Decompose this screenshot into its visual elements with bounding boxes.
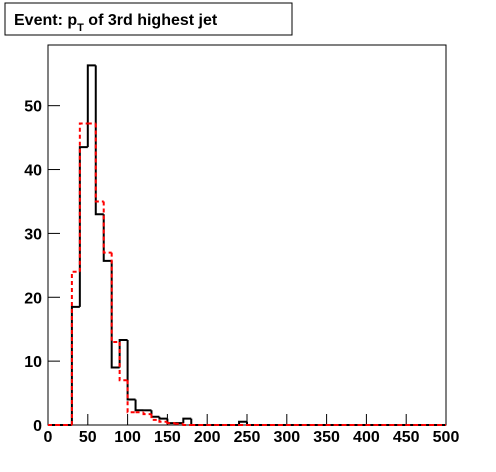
x-tick-label: 150	[154, 429, 181, 446]
histogram-bin	[70, 305, 80, 425]
y-tick-label: 50	[24, 99, 42, 116]
x-tick-label: 300	[273, 429, 300, 446]
histogram-bin	[142, 412, 152, 416]
plot-frame	[47, 44, 447, 426]
x-tick-label: 50	[79, 429, 97, 446]
title-box	[4, 2, 293, 36]
histogram-bin	[94, 65, 104, 216]
x-tick-label: 100	[114, 429, 141, 446]
histogram-bin	[238, 420, 247, 425]
histogram-bin	[118, 339, 128, 368]
histogram-bin	[78, 146, 88, 307]
histogram-bin	[110, 252, 120, 343]
y-tick-label: 40	[24, 163, 42, 180]
histogram-bin	[110, 260, 120, 369]
y-tick-label: 30	[24, 226, 42, 243]
histogram-bin	[126, 340, 136, 401]
histogram-bin	[70, 270, 80, 425]
chart-title: Event: pT of 3rd highest jet	[14, 12, 218, 34]
histogram-bin	[134, 399, 144, 412]
histogram-bin	[102, 214, 112, 262]
x-tick-label: 200	[194, 429, 221, 446]
x-tick-label: 350	[313, 429, 340, 446]
x-tick-label: 400	[353, 429, 380, 446]
histogram-bin	[150, 410, 160, 418]
histogram-bin	[126, 380, 136, 414]
histogram-bin	[102, 201, 112, 254]
histogram-bin	[174, 422, 184, 425]
x-tick-label: 250	[234, 429, 261, 446]
histogram-bin	[182, 417, 192, 424]
y-tick-label: 0	[33, 418, 42, 435]
histogram-bin	[118, 341, 128, 382]
histogram-bin	[78, 122, 88, 272]
histogram-bin	[166, 421, 176, 425]
x-tick-label: 500	[433, 429, 460, 446]
x-tick-label: 450	[393, 429, 420, 446]
histogram-bin	[158, 419, 168, 423]
y-tick-label: 10	[24, 354, 42, 371]
title-subscript: T	[77, 22, 84, 34]
x-tick-label: 0	[44, 429, 53, 446]
histogram-bin	[158, 416, 168, 420]
histogram-bin	[94, 123, 104, 203]
title-text: Event: p	[14, 12, 77, 29]
histogram-bin	[150, 414, 160, 421]
title-text: of 3rd highest jet	[84, 12, 218, 29]
histogram-bin	[182, 423, 192, 426]
histogram-bin	[86, 64, 96, 148]
y-tick-label: 20	[24, 290, 42, 307]
